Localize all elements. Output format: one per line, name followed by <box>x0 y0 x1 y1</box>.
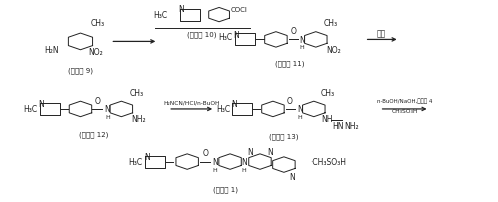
Text: (化合物 11): (化合物 11) <box>275 60 305 66</box>
Text: NH₂: NH₂ <box>345 122 360 131</box>
Text: H₃C: H₃C <box>153 11 167 20</box>
Text: N: N <box>212 157 218 166</box>
Text: CH₃SO₃H: CH₃SO₃H <box>391 109 418 114</box>
Text: O: O <box>202 148 208 157</box>
Text: H: H <box>242 167 247 172</box>
Text: H: H <box>299 45 304 50</box>
Text: CH₃: CH₃ <box>321 88 335 97</box>
Text: N: N <box>297 105 303 114</box>
Text: NH₂: NH₂ <box>131 115 146 124</box>
Text: (化合物 9): (化合物 9) <box>68 67 93 73</box>
Text: H: H <box>213 167 218 172</box>
Text: (化合物 12): (化合物 12) <box>79 131 108 137</box>
Text: N: N <box>299 36 305 45</box>
Text: NO₂: NO₂ <box>326 46 341 55</box>
Text: O: O <box>291 27 297 36</box>
Text: H₂NCN/HCl/n-BuOH: H₂NCN/HCl/n-BuOH <box>163 100 220 105</box>
Text: N: N <box>39 100 44 109</box>
Text: (化合物 10): (化合物 10) <box>187 31 217 38</box>
Text: H₃C: H₃C <box>216 105 230 114</box>
Text: COCl: COCl <box>231 7 248 13</box>
Text: (化合物 1): (化合物 1) <box>213 185 238 192</box>
Text: (化合物 13): (化合物 13) <box>269 133 299 139</box>
Text: CH₃: CH₃ <box>324 19 338 28</box>
Text: O: O <box>287 96 293 105</box>
Text: H₃C: H₃C <box>128 157 142 166</box>
Text: CH₃: CH₃ <box>129 88 143 97</box>
Text: HN: HN <box>332 122 343 131</box>
Text: N: N <box>267 147 273 156</box>
Text: N: N <box>247 147 253 156</box>
Text: NO₂: NO₂ <box>89 48 103 57</box>
Text: H₃C: H₃C <box>23 105 37 114</box>
Text: NH: NH <box>321 115 332 124</box>
Text: CH₃: CH₃ <box>91 19 105 28</box>
Text: 还原: 还原 <box>377 29 386 38</box>
Text: ·CH₃SO₃H: ·CH₃SO₃H <box>310 157 346 166</box>
Text: H: H <box>297 115 302 120</box>
Text: H₃C: H₃C <box>218 33 232 42</box>
Text: H₂N: H₂N <box>44 46 59 55</box>
Text: N: N <box>233 31 239 40</box>
Text: N: N <box>289 172 295 181</box>
Text: n-BuOH/NaOH,化合物 4: n-BuOH/NaOH,化合物 4 <box>377 98 432 103</box>
Text: O: O <box>95 96 101 105</box>
Text: N: N <box>231 100 237 109</box>
Text: N: N <box>241 157 247 166</box>
Text: H: H <box>105 115 110 120</box>
Text: N: N <box>144 152 150 161</box>
Text: N: N <box>178 5 184 14</box>
Text: N: N <box>105 105 110 114</box>
